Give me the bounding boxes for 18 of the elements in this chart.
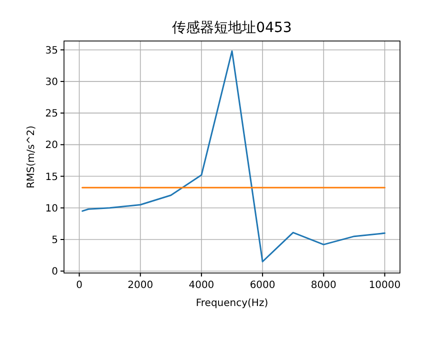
y-tick-label: 15: [45, 172, 58, 183]
x-tick-label: 0: [76, 280, 82, 291]
y-tick-label: 5: [52, 234, 58, 246]
y-tick-label: 30: [45, 76, 58, 88]
x-tick-label: 4000: [188, 280, 214, 291]
x-axis-title: Frequency(Hz): [196, 298, 268, 309]
y-tick-label: 20: [45, 140, 58, 152]
x-tick-label: 6000: [250, 280, 276, 291]
y-axis-title: RMS(m/s^2): [26, 126, 37, 188]
y-tick-label: 35: [45, 45, 58, 56]
x-tick-label: 8000: [310, 280, 336, 291]
x-tick-label: 10000: [368, 280, 401, 291]
chart-title: 传感器短地址0453: [172, 20, 292, 36]
y-tick-label: 10: [45, 203, 58, 214]
line-series: [82, 50, 386, 262]
y-tick-label: 0: [52, 266, 58, 278]
y-tick-label: 25: [45, 108, 58, 120]
x-tick-label: 2000: [128, 280, 154, 291]
